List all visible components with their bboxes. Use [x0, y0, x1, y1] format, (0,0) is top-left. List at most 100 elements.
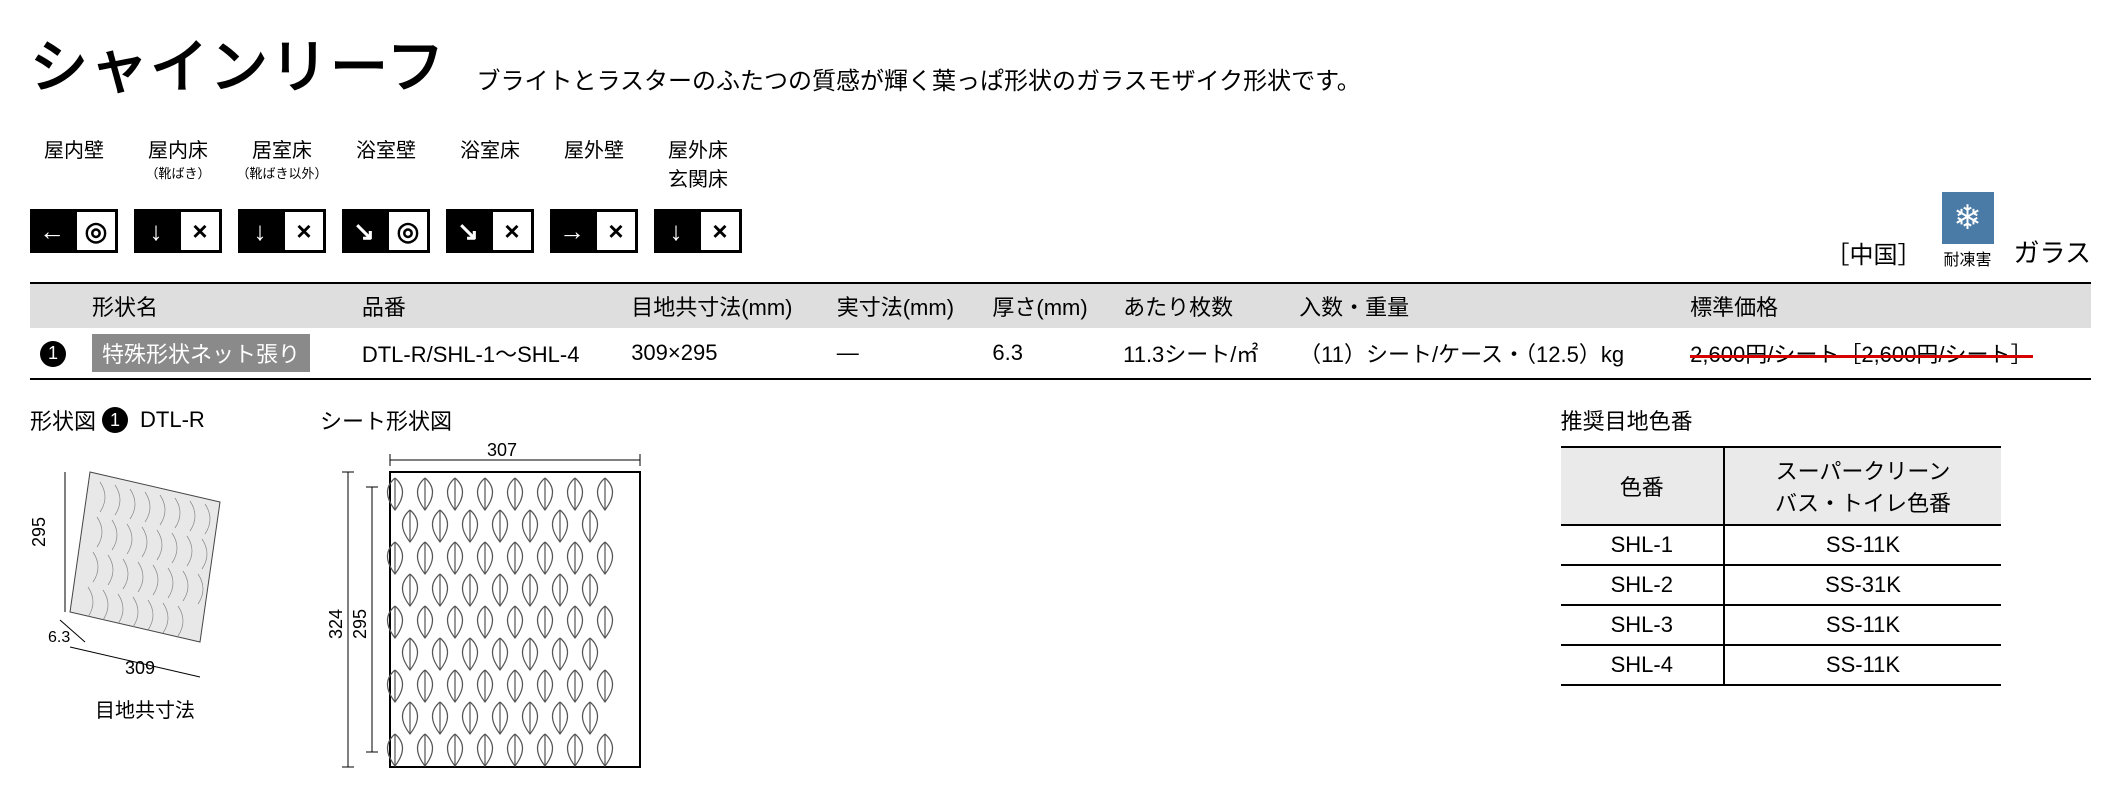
th-thick: 厚さ(mm): [982, 283, 1113, 328]
frost-label: 耐凍害: [1944, 246, 1992, 270]
rec-b: SS-11K: [1724, 525, 2001, 565]
dim-h: 295: [30, 517, 49, 547]
usage-sublabel: （靴ばき以外）: [237, 163, 328, 182]
dim-t: 6.3: [48, 629, 70, 646]
th-item: 品番: [352, 283, 621, 328]
usage-sublabel2: 玄関床: [668, 163, 728, 192]
usage-icon-3: ↘ ◎: [342, 209, 430, 253]
shape-fig-code: DTL-R: [140, 407, 205, 433]
th-price: 標準価格: [1680, 283, 2091, 328]
th-actual: 実寸法(mm): [827, 283, 983, 328]
usage-label: 屋外床: [668, 134, 728, 163]
price-strike: 2,600円/シート［2,600円/シート］: [1690, 342, 2032, 367]
rating-icon: ×: [178, 209, 222, 253]
usage-icon-0: ← ◎: [30, 209, 118, 253]
joint-dim: 309×295: [621, 328, 827, 379]
usage-cat-5: 屋外壁: [550, 134, 638, 192]
th-joint: 目地共寸法(mm): [621, 283, 827, 328]
usage-cat-4: 浴室床: [446, 134, 534, 192]
rec-th-a: 色番: [1561, 447, 1724, 525]
shape-name: 特殊形状ネット張り: [92, 334, 310, 372]
arrow-icon: →: [550, 209, 594, 253]
rec-a: SHL-1: [1561, 525, 1724, 565]
rating-icon: ×: [698, 209, 742, 253]
usage-label: 屋内床: [148, 134, 208, 163]
usage-label: 屋外壁: [564, 134, 624, 163]
per-count: 11.3シート/㎡: [1113, 328, 1289, 379]
rec-row: SHL-2SS-31K: [1561, 565, 2001, 605]
usage-sublabel: （靴ばき）: [145, 163, 210, 182]
usage-sublabel: [488, 163, 492, 178]
rec-b: SS-31K: [1724, 565, 2001, 605]
usage-cat-6: 屋外床 玄関床: [654, 134, 742, 192]
arrow-icon: ↓: [238, 209, 282, 253]
rating-icon: ◎: [386, 209, 430, 253]
usage-icon-5: → ×: [550, 209, 638, 253]
usage-cat-2: 居室床 （靴ばき以外）: [238, 134, 326, 192]
rec-row: SHL-1SS-11K: [1561, 525, 2001, 565]
th-count: あたり枚数: [1113, 283, 1289, 328]
rec-row: SHL-4SS-11K: [1561, 645, 2001, 685]
snowflake-icon: ❄: [1942, 192, 1994, 244]
rec-a: SHL-4: [1561, 645, 1724, 685]
arrow-icon: ↘: [342, 209, 386, 253]
arrow-icon: ←: [30, 209, 74, 253]
shape-fig-badge: 1: [102, 407, 128, 433]
sheet-figure-section: シート形状図 307 324 295: [320, 404, 660, 782]
th-qty: 入数・重量: [1289, 283, 1680, 328]
rec-b: SS-11K: [1724, 645, 2001, 685]
shape-3d-diagram: 295 309 6.3: [30, 442, 260, 682]
usage-icon-1: ↓ ×: [134, 209, 222, 253]
arrow-icon: ↘: [446, 209, 490, 253]
rec-title: 推奨目地色番: [1561, 404, 2001, 436]
arrow-icon: ↓: [654, 209, 698, 253]
rec-th-b: スーパークリーン バス・トイレ色番: [1724, 447, 2001, 525]
sheet-fig-title: シート形状図: [320, 404, 660, 436]
th-shape: 形状名: [82, 283, 352, 328]
spec-header-row: 形状名 品番 目地共寸法(mm) 実寸法(mm) 厚さ(mm) あたり枚数 入数…: [30, 283, 2091, 328]
usage-label: 屋内壁: [44, 134, 104, 163]
rec-a: SHL-2: [1561, 565, 1724, 605]
rec-row: SHL-3SS-11K: [1561, 605, 2001, 645]
usage-label: 浴室壁: [356, 134, 416, 163]
usage-sublabel: [72, 163, 76, 178]
dim-w: 309: [125, 658, 155, 678]
product-title: シャインリーフ: [30, 20, 447, 104]
usage-cat-3: 浴室壁: [342, 134, 430, 192]
usage-icon-4: ↘ ×: [446, 209, 534, 253]
shape-figure-section: 形状図 1 DTL-R 295 309 6.3: [30, 404, 260, 723]
sheet-diagram: 307 324 295: [320, 442, 660, 782]
spec-table: 形状名 品番 目地共寸法(mm) 実寸法(mm) 厚さ(mm) あたり枚数 入数…: [30, 282, 2091, 380]
usage-icon-2: ↓ ×: [238, 209, 326, 253]
usage-cat-0: 屋内壁: [30, 134, 118, 192]
thickness: 6.3: [982, 328, 1113, 379]
rating-icon: ×: [490, 209, 534, 253]
rating-icon: ×: [594, 209, 638, 253]
actual-dim: ―: [827, 328, 983, 379]
sheet-dim-w: 307: [487, 442, 517, 460]
row-badge: 1: [40, 341, 66, 367]
origin-label: ［中国］: [1826, 235, 1922, 270]
arrow-icon: ↓: [134, 209, 178, 253]
qty-weight: （11）シート/ケース・（12.5）kg: [1289, 328, 1680, 379]
sheet-dim-hout: 324: [326, 609, 346, 639]
rec-a: SHL-3: [1561, 605, 1724, 645]
spec-row: 1 特殊形状ネット張り DTL-R/SHL-1～SHL-4 309×295 ― …: [30, 328, 2091, 379]
rating-icon: ×: [282, 209, 326, 253]
rec-table: 色番 スーパークリーン バス・トイレ色番 SHL-1SS-11K SHL-2SS…: [1561, 446, 2001, 686]
recommended-joint-section: 推奨目地色番 色番 スーパークリーン バス・トイレ色番 SHL-1SS-11K …: [1561, 404, 2001, 686]
usage-cat-1: 屋内床 （靴ばき）: [134, 134, 222, 192]
usage-label: 浴室床: [460, 134, 520, 163]
usage-sublabel: [592, 163, 596, 178]
shape-caption: 目地共寸法: [30, 694, 260, 723]
material-label: ガラス: [2014, 233, 2091, 270]
sheet-dim-hin: 295: [350, 609, 370, 639]
usage-icon-6: ↓ ×: [654, 209, 742, 253]
usage-label: 居室床: [252, 134, 312, 163]
rating-icon: ◎: [74, 209, 118, 253]
item-no: DTL-R/SHL-1～SHL-4: [352, 328, 621, 379]
usage-sublabel: [384, 163, 388, 178]
product-subtitle: ブライトとラスターのふたつの質感が輝く葉っぱ形状のガラスモザイク形状です。: [477, 61, 1361, 104]
shape-fig-title: 形状図: [30, 404, 96, 436]
frost-resistance: ❄ 耐凍害: [1942, 192, 1994, 270]
